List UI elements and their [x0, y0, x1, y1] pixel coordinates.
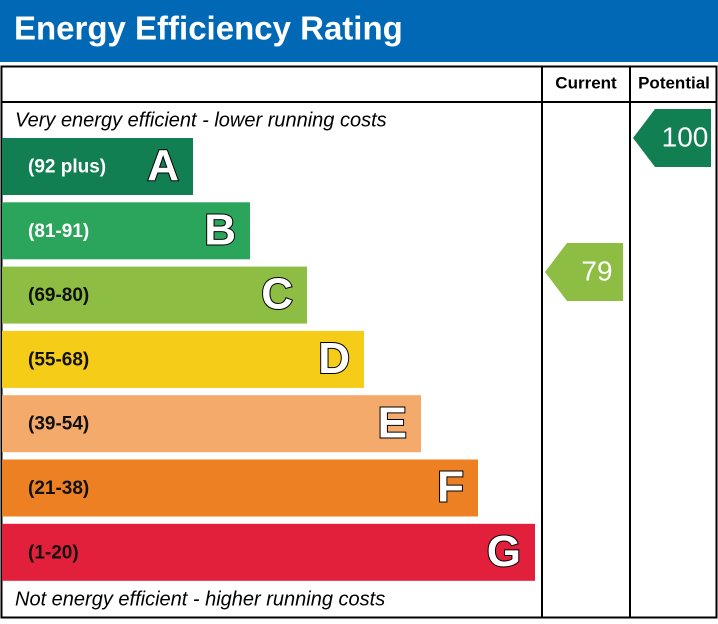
frame — [0, 65, 718, 619]
band-letter: G — [487, 527, 521, 576]
band-letter: D — [318, 334, 350, 383]
band-letter: C — [261, 270, 293, 319]
band-range: (92 plus) — [28, 157, 106, 178]
band-range: (69-80) — [28, 285, 89, 306]
band-letter: E — [378, 398, 407, 447]
top-note: Very energy efficient - lower running co… — [15, 109, 387, 131]
current-arrow — [545, 242, 623, 301]
band — [2, 523, 535, 581]
band — [2, 138, 193, 195]
potential-header: Potential — [638, 73, 710, 92]
title: Energy Efficiency Rating — [14, 10, 403, 47]
band — [2, 459, 478, 517]
current-header: Current — [555, 73, 617, 92]
potential-arrow — [633, 109, 711, 167]
band-range: (39-54) — [28, 414, 89, 435]
current-value: 79 — [581, 255, 612, 286]
band — [2, 395, 421, 453]
band-range: (1-20) — [28, 542, 79, 563]
band-letter: F — [437, 463, 464, 512]
band-range: (55-68) — [28, 349, 89, 370]
band-range: (21-38) — [28, 478, 89, 499]
potential-value: 100 — [662, 121, 709, 152]
band — [2, 266, 307, 324]
title-bar — [0, 0, 718, 62]
band — [2, 202, 250, 260]
band-range: (81-91) — [28, 221, 89, 242]
band — [2, 330, 364, 388]
band-letter: A — [147, 141, 179, 190]
band-letter: B — [204, 205, 236, 254]
bottom-note: Not energy efficient - higher running co… — [15, 588, 385, 610]
